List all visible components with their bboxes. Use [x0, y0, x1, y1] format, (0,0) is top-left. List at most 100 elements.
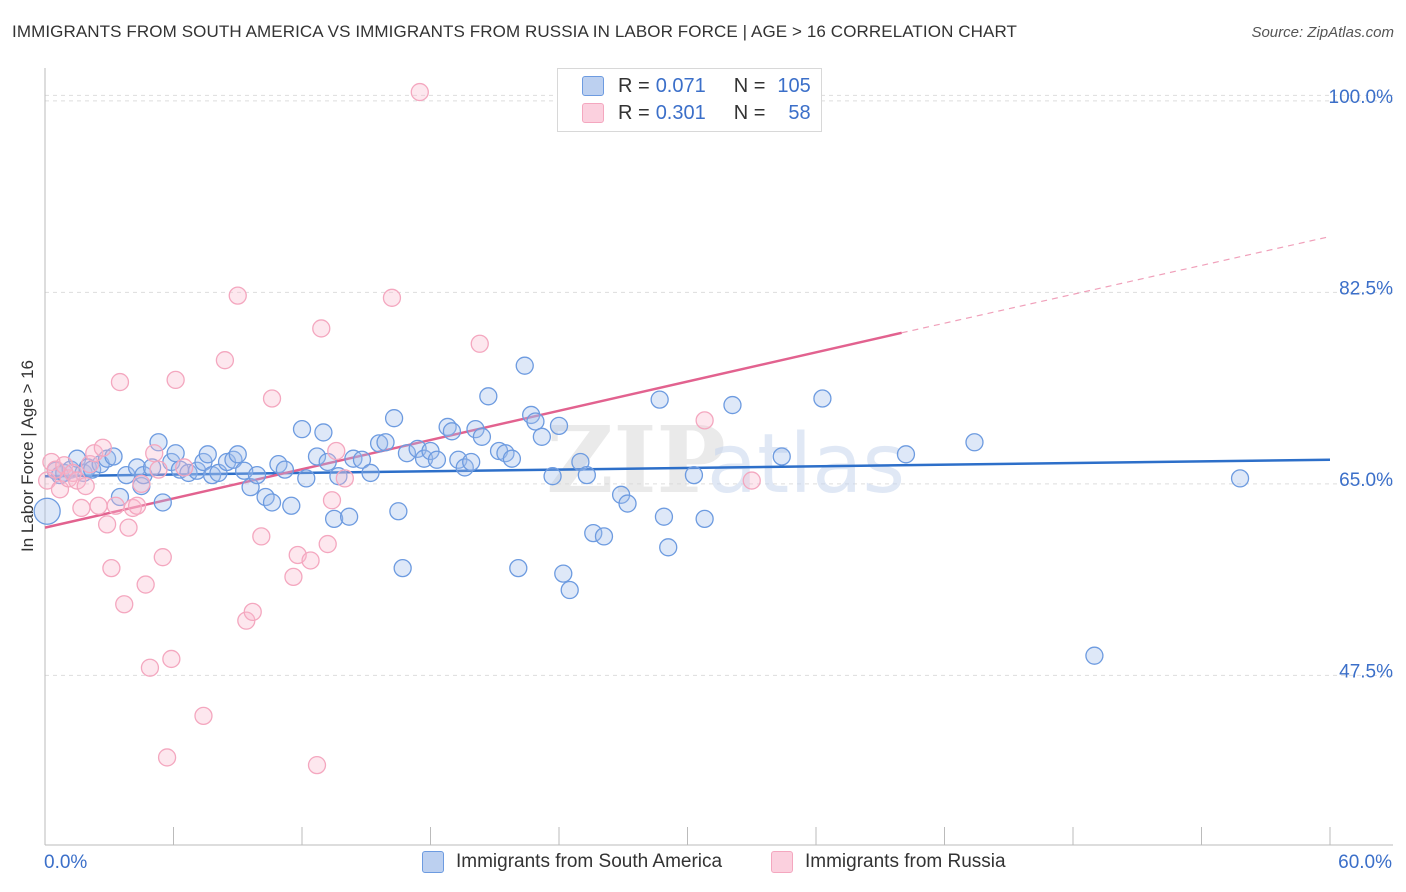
point-south-america [594, 527, 614, 546]
point-russia [93, 438, 112, 457]
point-south-america [532, 427, 552, 446]
legend-n-value: 58 [788, 101, 811, 124]
point-south-america [149, 433, 168, 452]
point-russia [132, 474, 151, 494]
point-south-america [577, 465, 596, 485]
point-russia [166, 370, 185, 390]
point-south-america [472, 427, 492, 446]
legend-r-value: 0.301 [655, 101, 706, 124]
point-russia [102, 558, 121, 578]
point-russia [228, 286, 247, 305]
legend-series-label: Immigrants from Russia [805, 851, 1006, 872]
legend-r-value: 0.071 [655, 74, 706, 97]
point-south-america [369, 434, 389, 453]
point-south-america [297, 469, 316, 488]
trend-lines [44, 235, 1331, 529]
point-russia [410, 82, 429, 102]
point-south-america [393, 558, 412, 578]
point-south-america [262, 493, 282, 512]
point-south-america [896, 445, 916, 464]
y-tick-label: 100.0% [1329, 87, 1394, 108]
point-russia [301, 551, 320, 570]
point-south-america [153, 493, 172, 512]
point-south-america [1230, 469, 1250, 488]
point-south-america [198, 445, 217, 464]
data-points [33, 82, 1250, 775]
legend-row-russia: R = 0.301 N = 58 [582, 101, 811, 125]
y-tick-label: 47.5% [1339, 661, 1393, 682]
point-russia [327, 441, 346, 461]
point-russia [742, 471, 761, 490]
point-russia [382, 288, 402, 307]
legend-swatch-pink [582, 103, 604, 123]
point-south-america [275, 460, 295, 479]
point-south-america [228, 445, 247, 464]
point-russia [115, 595, 134, 614]
point-russia [110, 372, 130, 392]
point-south-america [339, 507, 359, 526]
point-south-america [509, 558, 528, 578]
point-south-america [33, 497, 61, 525]
point-russia [136, 575, 155, 594]
point-south-america [502, 449, 522, 468]
point-south-america [813, 389, 832, 408]
point-south-america [965, 433, 984, 452]
y-tick-labels: 47.5% 65.0% 82.5% 100.0% [1329, 87, 1394, 683]
y-axis-label: In Labor Force | Age > 16 [18, 359, 37, 553]
point-russia [312, 319, 331, 338]
legend-n-value: 105 [777, 74, 811, 97]
point-russia [175, 458, 194, 477]
point-south-america [247, 465, 267, 485]
point-russia [149, 460, 168, 479]
trend-line-russia [44, 331, 902, 529]
point-south-america [549, 416, 569, 436]
point-russia [252, 527, 271, 546]
point-russia [157, 748, 177, 767]
point-south-america [554, 564, 573, 583]
point-south-america [307, 447, 327, 466]
legend-r-label: R = [618, 101, 650, 124]
point-south-america [352, 450, 372, 469]
point-russia [695, 411, 714, 430]
point-russia [119, 518, 138, 537]
point-russia [76, 476, 95, 496]
x-tick-label-max: 60.0% [1338, 852, 1392, 873]
watermark-zip: ZIP [546, 406, 725, 514]
point-russia [215, 351, 235, 370]
point-russia [307, 755, 327, 775]
point-russia [318, 534, 337, 554]
point-russia [89, 496, 108, 515]
point-south-america [1085, 646, 1104, 665]
source-label: Source: ZipAtlas.com [1251, 24, 1394, 41]
point-russia [322, 491, 342, 510]
x-tick-label-min: 0.0% [44, 852, 88, 873]
point-russia [80, 455, 100, 474]
point-russia [162, 649, 181, 669]
point-russia [243, 602, 262, 622]
point-south-america [384, 409, 404, 428]
chart-title: IMMIGRANTS FROM SOUTH AMERICA VS IMMIGRA… [12, 22, 1018, 41]
legend-swatch-blue [582, 76, 604, 96]
point-south-america [650, 390, 669, 409]
y-tick-label: 82.5% [1339, 278, 1393, 299]
point-russia [106, 496, 125, 515]
grid-lines [45, 94, 1393, 676]
point-south-america [684, 465, 704, 485]
point-south-america [772, 447, 791, 466]
y-tick-label: 65.0% [1339, 470, 1393, 491]
point-russia [97, 515, 117, 534]
point-south-america [389, 502, 408, 521]
point-russia [72, 498, 91, 518]
point-russia [145, 444, 164, 463]
point-south-america [695, 509, 714, 529]
series-legend-russia: Immigrants from Russia [771, 851, 1006, 873]
correlation-legend: R = 0.071 N = 105 R = 0.301 N = 58 [557, 68, 822, 132]
point-south-america [427, 450, 447, 469]
point-russia [470, 334, 489, 353]
point-russia [153, 548, 172, 567]
legend-series-label: Immigrants from South America [456, 851, 723, 872]
point-south-america [442, 422, 462, 441]
point-south-america [543, 467, 562, 486]
point-south-america [397, 444, 417, 463]
